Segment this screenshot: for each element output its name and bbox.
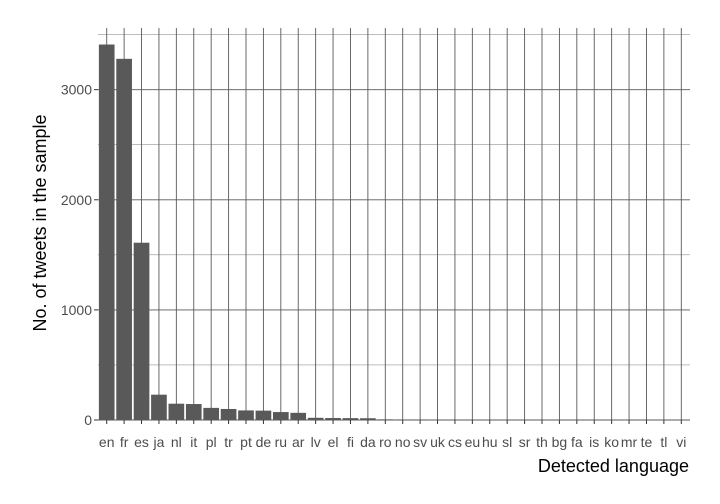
x-tick-label: lv bbox=[311, 434, 321, 450]
bar-fi bbox=[342, 418, 359, 420]
x-tick-label: es bbox=[134, 434, 149, 450]
x-tick-label: sl bbox=[502, 434, 512, 450]
x-tick-label: is bbox=[589, 434, 599, 450]
bar-fr bbox=[116, 58, 132, 421]
bar-sl bbox=[499, 419, 516, 421]
x-tick-label: fi bbox=[347, 434, 354, 450]
bar-tr bbox=[220, 408, 237, 420]
x-tick-label: no bbox=[395, 434, 411, 450]
bar-nl bbox=[168, 403, 185, 420]
x-tick-label: pl bbox=[206, 434, 217, 450]
x-tick-label: el bbox=[328, 434, 339, 450]
bar-no bbox=[394, 419, 411, 421]
x-tick-label: sr bbox=[519, 434, 531, 450]
bar-lv bbox=[307, 417, 324, 420]
x-tick-label: nl bbox=[171, 434, 182, 450]
bar-ar bbox=[290, 412, 307, 420]
gridlines bbox=[98, 28, 690, 421]
bar-uk bbox=[429, 419, 446, 421]
x-tick-label: eu bbox=[465, 434, 481, 450]
x-tick-label: tr bbox=[224, 434, 233, 450]
bars bbox=[98, 44, 690, 421]
x-tick-label: ja bbox=[152, 434, 164, 450]
y-tick-label: 1000 bbox=[61, 302, 92, 318]
y-tick-label: 3000 bbox=[61, 82, 92, 98]
x-tick-label: cs bbox=[448, 434, 462, 450]
x-tick-label: ru bbox=[275, 434, 287, 450]
bar-en bbox=[98, 44, 115, 421]
x-tick-label: en bbox=[99, 434, 115, 450]
bar-el bbox=[325, 418, 341, 420]
bar-cs bbox=[447, 419, 463, 421]
bar-sv bbox=[412, 419, 428, 421]
y-tick-label: 0 bbox=[84, 412, 92, 428]
bar-da bbox=[360, 418, 376, 420]
bar-it bbox=[185, 404, 202, 420]
x-tick-label: fa bbox=[571, 434, 583, 450]
y-tick-label: 2000 bbox=[61, 192, 92, 208]
x-tick-label: it bbox=[190, 434, 197, 450]
y-axis-title: No. of tweets in the sample bbox=[30, 114, 50, 331]
x-tick-label: tl bbox=[660, 434, 667, 450]
bar-ro bbox=[377, 419, 394, 420]
x-tick-label: ro bbox=[379, 434, 392, 450]
bar-sr bbox=[516, 419, 533, 421]
x-tick-label: da bbox=[360, 434, 376, 450]
x-tick-label: vi bbox=[676, 434, 686, 450]
bar-hu bbox=[481, 419, 498, 421]
bar-de bbox=[255, 410, 272, 420]
x-tick-label: de bbox=[256, 434, 272, 450]
x-tick-label: ar bbox=[292, 434, 305, 450]
bar-es bbox=[133, 242, 150, 420]
x-tick-label: hu bbox=[482, 434, 498, 450]
x-tick-label: sv bbox=[413, 434, 427, 450]
bar-th bbox=[534, 419, 550, 421]
bar-ja bbox=[151, 394, 167, 420]
bar-pl bbox=[203, 407, 220, 420]
x-axis-title: Detected language bbox=[538, 456, 689, 476]
bar-bg bbox=[551, 419, 568, 421]
x-tick-label: mr bbox=[621, 434, 638, 450]
bar-pt bbox=[238, 410, 254, 420]
x-tick-label: te bbox=[641, 434, 653, 450]
x-tick-label: fr bbox=[120, 434, 129, 450]
bar-ru bbox=[272, 412, 289, 420]
bar-eu bbox=[464, 419, 481, 421]
x-tick-label: pt bbox=[240, 434, 252, 450]
x-tick-label: ko bbox=[604, 434, 619, 450]
x-tick-label: bg bbox=[552, 434, 568, 450]
x-tick-label: uk bbox=[430, 434, 446, 450]
x-tick-label: th bbox=[536, 434, 548, 450]
